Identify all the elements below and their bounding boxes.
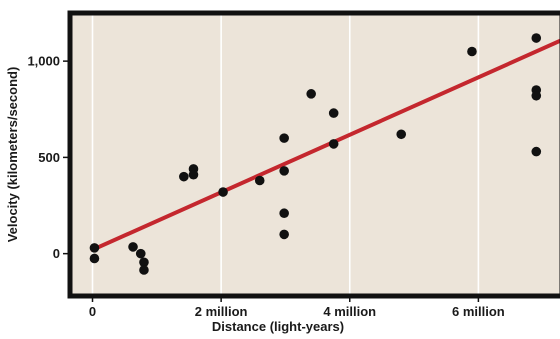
data-point-10 [254, 175, 265, 186]
x-tick-label-0: 0 [89, 304, 96, 319]
data-point-9 [218, 187, 228, 197]
y-axis-ticks: 0 500 1,000 [27, 54, 70, 261]
data-point-17 [328, 139, 339, 149]
data-point-18 [396, 129, 407, 140]
data-point-6 [179, 171, 189, 182]
data-point-8 [188, 169, 199, 180]
data-point-5 [139, 265, 149, 275]
fit-line [90, 38, 560, 252]
data-point-3 [135, 248, 146, 259]
data-point-12 [279, 166, 289, 176]
data-point-19 [467, 46, 477, 57]
data-point-14 [279, 229, 289, 240]
data-point-1 [89, 253, 100, 264]
data-point-20 [531, 33, 542, 43]
data-point-15 [306, 89, 316, 99]
fit-line-group [90, 38, 560, 252]
x-tick-label-3: 6 million [452, 304, 505, 319]
x-tick-label-2: 4 million [323, 304, 376, 319]
data-point-22 [531, 90, 542, 101]
y-axis-label: Velocity (kilometers/second) [5, 67, 20, 243]
x-axis-label: Distance (light-years) [212, 319, 344, 334]
y-tick-label-1: 500 [38, 150, 60, 165]
data-point-11 [279, 133, 289, 143]
data-points [89, 33, 542, 275]
data-point-23 [531, 146, 542, 157]
data-point-4 [139, 257, 149, 268]
plot-frame [67, 10, 560, 299]
data-point-0 [89, 243, 100, 253]
y-tick-label-2: 1,000 [27, 54, 60, 69]
y-tick-label-0: 0 [53, 246, 60, 261]
data-point-16 [328, 108, 339, 118]
data-point-2 [128, 242, 138, 252]
x-tick-label-1: 2 million [195, 304, 248, 319]
x-axis-ticks: 0 2 million 4 million 6 million [89, 296, 505, 319]
data-point-13 [279, 208, 289, 219]
